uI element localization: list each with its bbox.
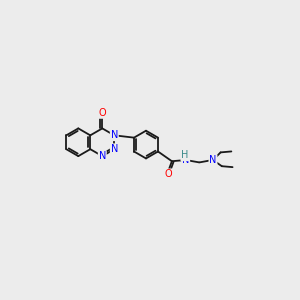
Text: O: O: [98, 108, 106, 118]
Text: N: N: [99, 151, 106, 161]
Text: N: N: [182, 155, 189, 165]
Text: H: H: [181, 150, 189, 161]
Text: O: O: [164, 169, 172, 179]
Text: N: N: [111, 130, 118, 140]
Text: N: N: [209, 155, 217, 165]
Text: N: N: [111, 144, 118, 154]
